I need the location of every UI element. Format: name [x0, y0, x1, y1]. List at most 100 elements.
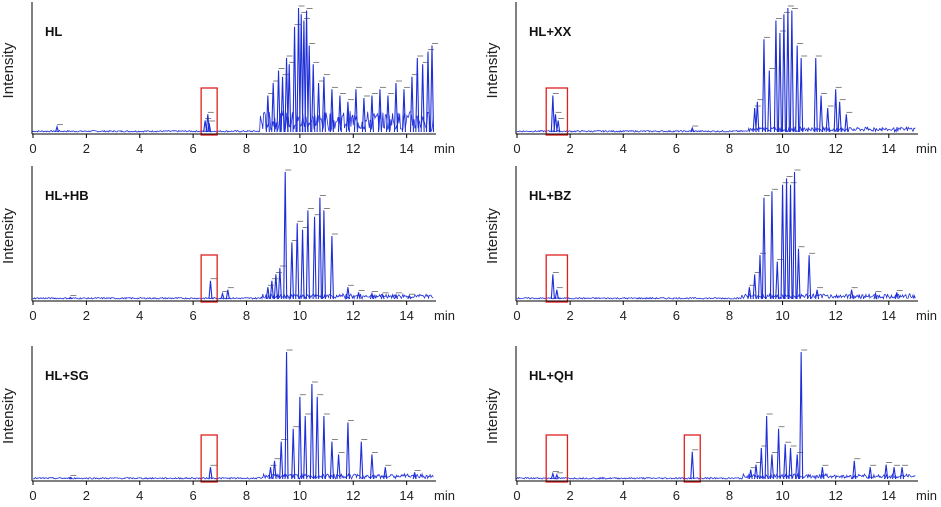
peak — [753, 464, 759, 480]
peak — [401, 89, 407, 133]
peak — [852, 460, 857, 480]
peak — [783, 444, 788, 480]
peak — [761, 39, 767, 133]
y-axis-label: Intensity — [0, 388, 17, 444]
x-tick-label: 2 — [83, 488, 90, 503]
x-tick-label: 6 — [190, 488, 197, 503]
x-tick-label: 10 — [775, 488, 789, 503]
peak — [369, 95, 374, 133]
x-tick-label: 0 — [513, 141, 520, 156]
baseline-trace — [516, 472, 916, 481]
chart-panel-1: Intensity 0 2 4 6 8 10 12 14 min HL — [0, 2, 455, 156]
peak — [316, 82, 321, 133]
peak — [755, 101, 760, 133]
x-tick-label: 12 — [346, 308, 360, 323]
peak — [780, 184, 785, 300]
peak — [220, 291, 225, 300]
peak — [807, 255, 812, 300]
peak — [271, 82, 276, 133]
panel-title: HL — [45, 24, 62, 39]
peak — [303, 415, 308, 480]
peak — [415, 57, 420, 133]
x-tick-label: 12 — [828, 488, 842, 503]
x-tick-label: 10 — [293, 141, 307, 156]
peak — [301, 20, 306, 133]
peak — [425, 51, 431, 133]
peak — [283, 171, 288, 300]
peak — [393, 293, 398, 300]
panel-title: HL+QH — [529, 368, 573, 383]
peak — [420, 64, 425, 133]
peak — [353, 89, 358, 133]
x-tick-label: 14 — [882, 308, 896, 323]
peak — [393, 82, 399, 133]
peak — [554, 289, 559, 300]
panel-title: HL+HB — [45, 188, 89, 203]
peak — [321, 76, 326, 133]
peak — [825, 107, 830, 133]
x-tick-label: 0 — [29, 488, 36, 503]
x-unit-label: min — [916, 141, 937, 156]
peak — [309, 383, 314, 480]
peak — [297, 396, 302, 480]
peak — [781, 14, 786, 133]
baseline-trace — [32, 472, 434, 481]
x-tick-label: 14 — [399, 308, 413, 323]
y-axis-label: Intensity — [484, 42, 501, 98]
x-tick-label: 8 — [726, 488, 733, 503]
peak — [849, 289, 854, 300]
x-tick-label: 14 — [882, 141, 896, 156]
peak — [409, 76, 415, 133]
chart-panel-5: Intensity 0 2 4 6 8 10 12 14 min HL+SG — [0, 346, 455, 503]
peak — [295, 223, 300, 300]
baseline-trace — [32, 292, 434, 301]
x-tick-label: 8 — [726, 308, 733, 323]
x-tick-label: 14 — [399, 488, 413, 503]
peak — [556, 120, 561, 133]
peak — [208, 467, 213, 480]
peak — [788, 184, 793, 300]
peak — [747, 287, 752, 300]
panel-title: HL+BZ — [529, 188, 571, 203]
peak — [884, 464, 889, 480]
peak — [304, 10, 309, 133]
peak — [54, 124, 60, 133]
chart-panel-3: Intensity 0 2 4 6 8 10 12 14 min HL+HB — [0, 166, 455, 323]
peak — [292, 26, 297, 133]
peak — [785, 7, 790, 133]
x-tick-label: 6 — [673, 488, 680, 503]
peak — [377, 89, 383, 133]
peak — [208, 280, 213, 300]
x-unit-label: min — [916, 488, 937, 503]
peak — [383, 467, 388, 480]
chart-panel-2: Intensity 0 2 4 6 8 10 12 14 min HL+XX — [484, 2, 937, 156]
peak — [280, 76, 285, 133]
peak — [268, 467, 273, 480]
x-tick-label: 6 — [190, 141, 197, 156]
peak — [777, 32, 782, 133]
peak — [815, 289, 820, 300]
peak — [68, 476, 73, 480]
peak — [837, 101, 842, 133]
peak — [345, 101, 350, 133]
highlight-box — [545, 87, 569, 136]
peak — [788, 447, 793, 480]
peak — [748, 469, 753, 480]
x-tick-label: 4 — [136, 141, 143, 156]
x-tick-label: 6 — [190, 308, 197, 323]
peak — [284, 351, 289, 480]
peak — [752, 274, 757, 300]
peak — [892, 467, 897, 480]
peak — [345, 422, 350, 480]
peak — [873, 291, 878, 300]
peak — [868, 467, 873, 480]
peak — [321, 210, 326, 300]
highlight-box — [545, 254, 569, 303]
peak — [369, 291, 374, 300]
peak — [359, 441, 364, 480]
x-unit-label: min — [434, 308, 455, 323]
peak — [796, 248, 801, 300]
peak — [795, 454, 800, 480]
y-axis-label: Intensity — [0, 208, 17, 264]
x-tick-label: 8 — [726, 141, 733, 156]
